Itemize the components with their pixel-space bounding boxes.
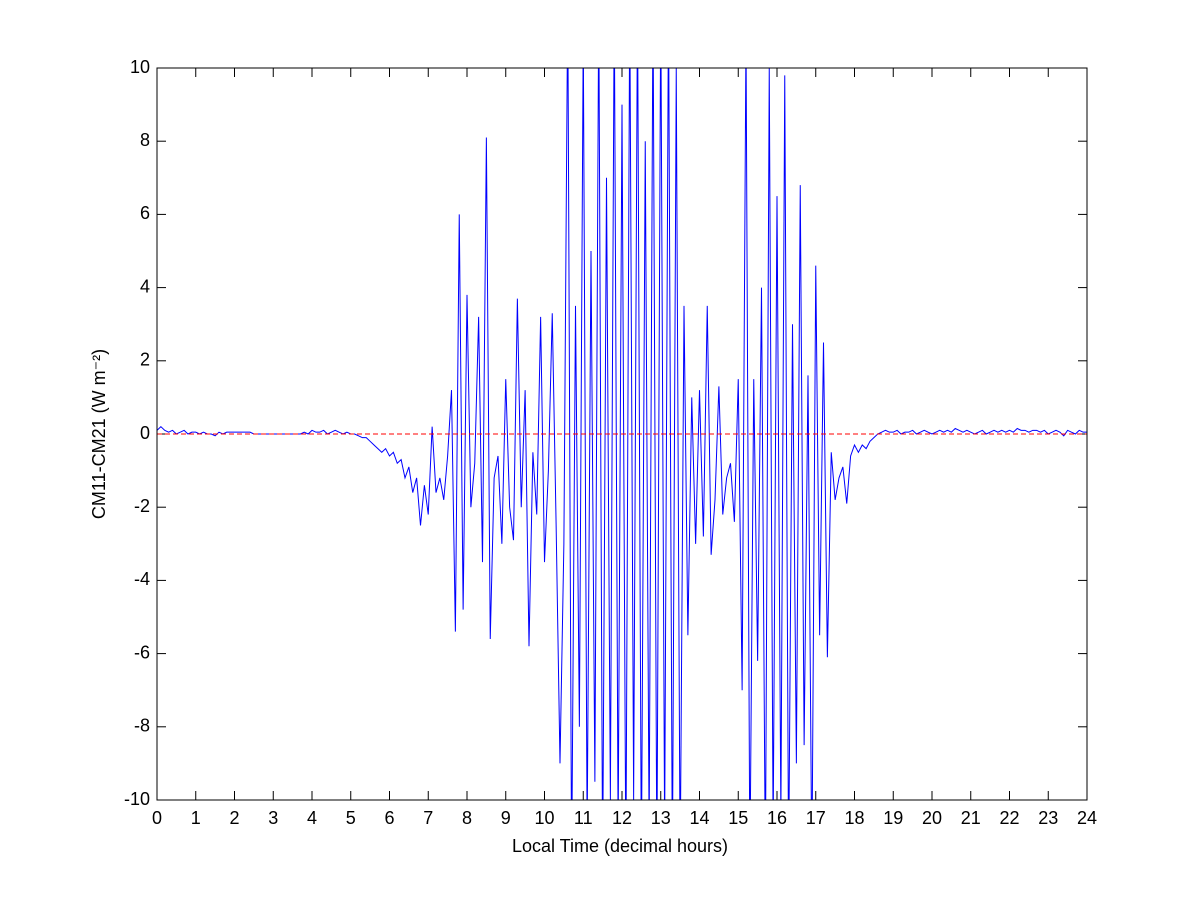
y-tick-label: 0	[140, 423, 150, 443]
x-tick-label: 9	[501, 808, 511, 828]
y-tick-label: 2	[140, 350, 150, 370]
x-tick-label: 7	[423, 808, 433, 828]
x-tick-label: 19	[883, 808, 903, 828]
x-tick-label: 15	[728, 808, 748, 828]
x-tick-label: 23	[1038, 808, 1058, 828]
x-tick-label: 21	[961, 808, 981, 828]
x-tick-label: 3	[268, 808, 278, 828]
y-tick-label: -6	[134, 642, 150, 662]
y-tick-label: -2	[134, 496, 150, 516]
plot-frame	[156, 67, 1088, 801]
x-tick-label: 1	[191, 808, 201, 828]
x-tick-label: 6	[384, 808, 394, 828]
x-tick-label: 4	[307, 808, 317, 828]
x-tick-label: 16	[767, 808, 787, 828]
x-tick-label: 8	[462, 808, 472, 828]
x-tick-label: 20	[922, 808, 942, 828]
x-axis-label: Local Time (decimal hours)	[512, 836, 728, 856]
x-tick-label: 12	[612, 808, 632, 828]
x-tick-label: 5	[346, 808, 356, 828]
x-tick-label: 22	[999, 808, 1019, 828]
y-axis-label: CM11-CM21 (W m⁻²)	[89, 349, 109, 519]
y-tick-label: -10	[124, 789, 150, 809]
y-tick-label: 8	[140, 130, 150, 150]
y-tick-label: -8	[134, 716, 150, 736]
y-tick-label: 10	[130, 57, 150, 77]
y-tick-label: -4	[134, 569, 150, 589]
x-tick-label: 11	[574, 808, 593, 828]
x-tick-label: 0	[152, 808, 162, 828]
y-tick-label: 4	[140, 276, 150, 296]
x-tick-label: 10	[534, 808, 554, 828]
x-tick-label: 14	[689, 808, 709, 828]
x-tick-label: 18	[844, 808, 864, 828]
x-tick-label: 2	[229, 808, 239, 828]
x-tick-label: 17	[806, 808, 826, 828]
x-tick-label: 13	[651, 808, 671, 828]
data-line	[157, 68, 1087, 800]
y-tick-label: 6	[140, 203, 150, 223]
x-tick-label: 24	[1077, 808, 1097, 828]
